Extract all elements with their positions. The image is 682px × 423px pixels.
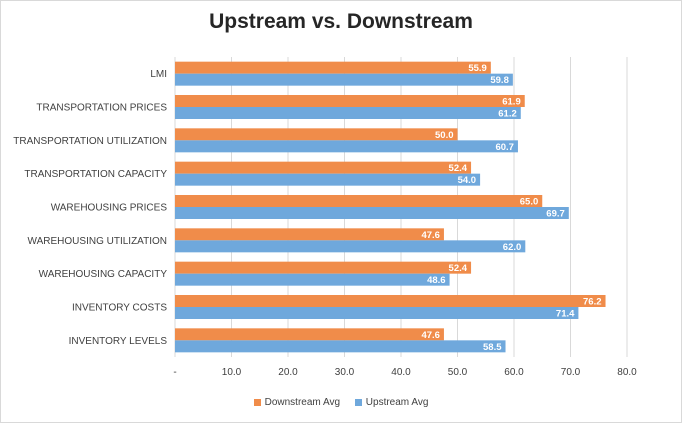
data-label-downstream: 47.6 — [421, 330, 440, 341]
data-label-upstream: 62.0 — [503, 242, 522, 253]
bar-upstream — [175, 173, 481, 186]
x-tick-label: 10.0 — [222, 367, 242, 378]
bar-upstream — [175, 307, 579, 319]
data-label-downstream: 61.9 — [502, 97, 521, 108]
category-label: TRANSPORTATION PRICES — [36, 103, 167, 114]
data-label-downstream: 47.6 — [421, 230, 440, 241]
bar-downstream — [175, 161, 472, 174]
bar-downstream — [175, 228, 444, 241]
legend-item-upstream: Upstream Avg — [354, 397, 429, 408]
bar-upstream — [175, 340, 506, 353]
data-label-downstream: 65.0 — [520, 197, 539, 208]
bar-downstream — [175, 95, 525, 107]
category-label: WAREHOUSING CAPACITY — [39, 269, 168, 280]
data-label-upstream: 48.6 — [427, 275, 446, 286]
legend-label-downstream: Downstream Avg — [264, 397, 340, 408]
data-label-downstream: 52.4 — [449, 263, 468, 274]
bar-downstream — [175, 128, 458, 141]
legend-swatch-upstream — [354, 399, 362, 406]
data-label-upstream: 69.7 — [546, 209, 565, 220]
category-label: TRANSPORTATION CAPACITY — [24, 169, 167, 180]
x-tick-label: 30.0 — [335, 367, 355, 378]
category-label: WAREHOUSING PRICES — [51, 203, 168, 214]
data-label-upstream: 54.0 — [458, 175, 477, 186]
bar-downstream — [175, 261, 472, 274]
bar-upstream — [175, 140, 518, 153]
data-label-downstream: 76.2 — [583, 297, 602, 308]
data-label-upstream: 71.4 — [556, 309, 575, 320]
x-tick-label: 50.0 — [448, 367, 468, 378]
chart-title: Upstream vs. Downstream — [209, 10, 473, 33]
bar-upstream — [175, 240, 526, 253]
bar-upstream — [175, 73, 513, 86]
category-label: WAREHOUSING UTILIZATION — [28, 236, 167, 247]
x-tick-label: 80.0 — [617, 367, 637, 378]
bar-upstream — [175, 107, 521, 119]
data-label-upstream: 58.5 — [483, 342, 502, 353]
legend: Downstream Avg Upstream Avg — [0, 397, 682, 409]
legend-label-upstream: Upstream Avg — [365, 397, 429, 408]
bar-downstream — [175, 295, 606, 307]
bar-downstream — [175, 61, 491, 74]
bar-downstream — [175, 195, 543, 207]
data-label-downstream: 55.9 — [468, 63, 487, 74]
category-label: INVENTORY COSTS — [72, 303, 167, 314]
data-label-upstream: 59.8 — [490, 75, 509, 86]
data-label-upstream: 61.2 — [498, 109, 517, 120]
legend-swatch-downstream — [253, 399, 261, 406]
data-label-downstream: 52.4 — [449, 163, 468, 174]
category-label: LMI — [150, 69, 167, 80]
legend-item-downstream: Downstream Avg — [253, 397, 340, 408]
data-label-downstream: 50.0 — [435, 130, 454, 141]
bar-upstream — [175, 273, 450, 286]
category-label: TRANSPORTATION UTILIZATION — [13, 136, 167, 147]
bar-downstream — [175, 328, 444, 341]
category-label: INVENTORY LEVELS — [69, 336, 168, 347]
x-tick-label: 20.0 — [278, 367, 298, 378]
x-tick-label: - — [173, 367, 176, 378]
x-tick-label: 40.0 — [391, 367, 411, 378]
x-tick-label: 60.0 — [504, 367, 524, 378]
data-label-upstream: 60.7 — [495, 142, 514, 153]
x-tick-label: 70.0 — [561, 367, 581, 378]
bar-upstream — [175, 207, 569, 219]
